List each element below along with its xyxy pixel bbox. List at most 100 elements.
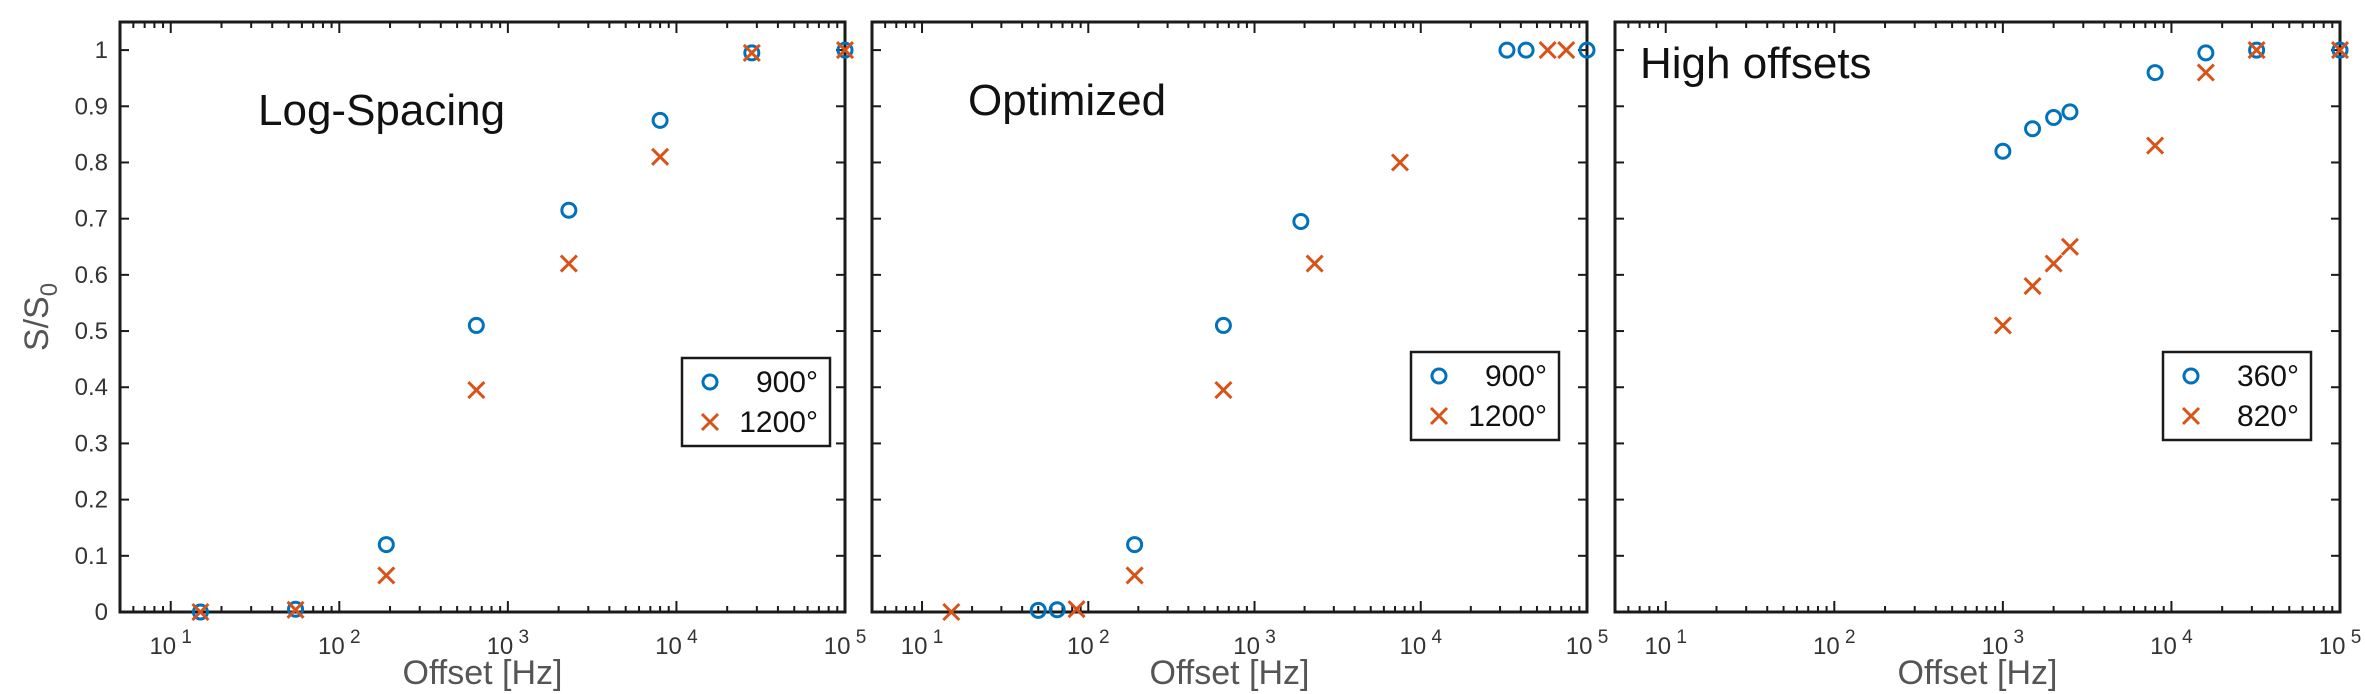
chart-panel-3: 10 1 10 2 10 3 10 4 10 5 Offset [Hz] High offs…: [1613, 20, 2362, 692]
data-point-x: [742, 43, 761, 62]
data-point-x: [835, 41, 855, 60]
data-point-circle: [1292, 212, 1310, 230]
y-tick-label: 0.2: [75, 487, 108, 514]
series-circle: [191, 41, 854, 621]
legend-box: [2161, 350, 2313, 442]
x-tick-label: 10 2: [1067, 627, 1110, 660]
x-tick-label: 10 2: [1813, 627, 1856, 660]
legend-marker: [2182, 367, 2200, 385]
data-point-circle: [2024, 120, 2042, 138]
y-tick-label: 0.6: [75, 262, 108, 289]
data-point-x: [1305, 254, 1324, 273]
y-tick-label: 0.5: [75, 318, 108, 345]
y-tick-label: 0: [95, 599, 108, 626]
data-point-circle: [1029, 601, 1047, 619]
legend-marker: [1429, 406, 1449, 426]
data-point-circle: [2248, 41, 2266, 59]
x-tick-label: 10 5: [2319, 627, 2362, 660]
legend-label: 820°: [2237, 400, 2299, 433]
data-point-x: [1067, 600, 1086, 619]
legend-label: 360°: [2237, 360, 2299, 393]
data-point-x: [1214, 380, 1233, 400]
data-point-circle: [1517, 41, 1535, 59]
data-point-x: [191, 602, 210, 622]
data-point-x: [651, 147, 670, 166]
y-tick-label: 0.1: [75, 543, 108, 570]
chart-panel-1: 0 0.1 0.2 0.3 0.4 0.5 0.6 0.7 0.8 0.9 1 10 1 10 2 10 …: [18, 20, 867, 692]
legend-marker: [2181, 406, 2201, 426]
legend-label: 1200°: [739, 406, 818, 439]
x-tick-label: 10 1: [149, 627, 192, 660]
x-axis-label: Offset [Hz]: [1898, 654, 2058, 692]
x-axis-label: Offset [Hz]: [403, 654, 563, 692]
x-tick-label: 10 3: [1982, 627, 2025, 660]
y-tick-label: 0.8: [75, 149, 108, 176]
plot-frame: [1613, 20, 2342, 614]
y-tick-label: 0.3: [75, 430, 108, 457]
series-x: [942, 41, 1576, 622]
data-point-x: [2023, 277, 2042, 296]
legend: 900° 1200°: [1409, 350, 1561, 442]
data-point-x: [2247, 41, 2266, 60]
x-tick-label: 10 4: [1399, 627, 1442, 660]
data-point-x: [1538, 41, 1557, 60]
data-point-x: [559, 254, 578, 273]
legend: 900° 1200°: [680, 356, 832, 448]
data-point-circle: [2197, 44, 2215, 62]
y-axis-label: S/S0: [18, 283, 63, 351]
data-point-x: [2044, 254, 2063, 273]
data-point-circle: [467, 316, 485, 334]
data-point-circle: [2146, 64, 2164, 82]
data-point-circle: [836, 41, 854, 59]
x-tick-label: 10 2: [318, 627, 361, 660]
panel-annotation: High offsets: [1640, 39, 1872, 88]
data-point-x: [2060, 237, 2080, 256]
data-point-x: [1125, 566, 1144, 585]
legend-box: [1409, 350, 1561, 442]
data-point-circle: [2045, 109, 2063, 127]
x-tick-label: 10 1: [901, 627, 944, 660]
data-point-x: [1993, 316, 2012, 335]
data-point-circle: [287, 600, 305, 618]
series-x: [191, 41, 855, 622]
legend-label: 1200°: [1468, 400, 1547, 433]
legend: 360° 820°: [2161, 350, 2313, 442]
series-circle: [1029, 41, 1596, 619]
data-point-circle: [1048, 601, 1066, 619]
data-point-circle: [743, 44, 761, 62]
data-point-x: [377, 566, 396, 585]
data-point-circle: [1498, 41, 1516, 59]
data-point-circle: [651, 111, 669, 129]
legend-label: 900°: [756, 366, 818, 399]
legend-marker: [1430, 367, 1448, 385]
data-point-circle: [377, 536, 395, 554]
legend-label: 900°: [1485, 360, 1547, 393]
x-axis-label: Offset [Hz]: [1150, 654, 1310, 692]
series-x: [1993, 41, 2350, 335]
data-point-x: [1390, 153, 1410, 172]
y-tick-label: 0.4: [75, 374, 108, 401]
data-point-circle: [1126, 536, 1144, 554]
data-point-circle: [1994, 142, 2012, 160]
data-point-circle: [1214, 316, 1232, 334]
data-point-circle: [1578, 41, 1596, 59]
x-tick-label: 10 5: [824, 627, 867, 660]
x-tick-label: 10 5: [1566, 627, 1609, 660]
data-point-x: [942, 602, 961, 622]
data-point-circle: [191, 603, 209, 621]
panel-annotation: Log-Spacing: [258, 86, 505, 135]
x-tick-label: 10 4: [655, 627, 698, 660]
data-point-x: [2196, 63, 2215, 82]
data-point-x: [1557, 41, 1576, 60]
data-point-circle: [560, 201, 578, 219]
data-point-circle: [2061, 103, 2079, 121]
data-point-x: [467, 380, 486, 400]
y-tick-label: 0.7: [75, 206, 108, 233]
legend-marker: [700, 412, 720, 432]
x-tick-label: 10 4: [2150, 627, 2193, 660]
legend-box: [680, 356, 832, 448]
series-circle: [1994, 41, 2349, 160]
data-point-x: [2330, 41, 2350, 60]
